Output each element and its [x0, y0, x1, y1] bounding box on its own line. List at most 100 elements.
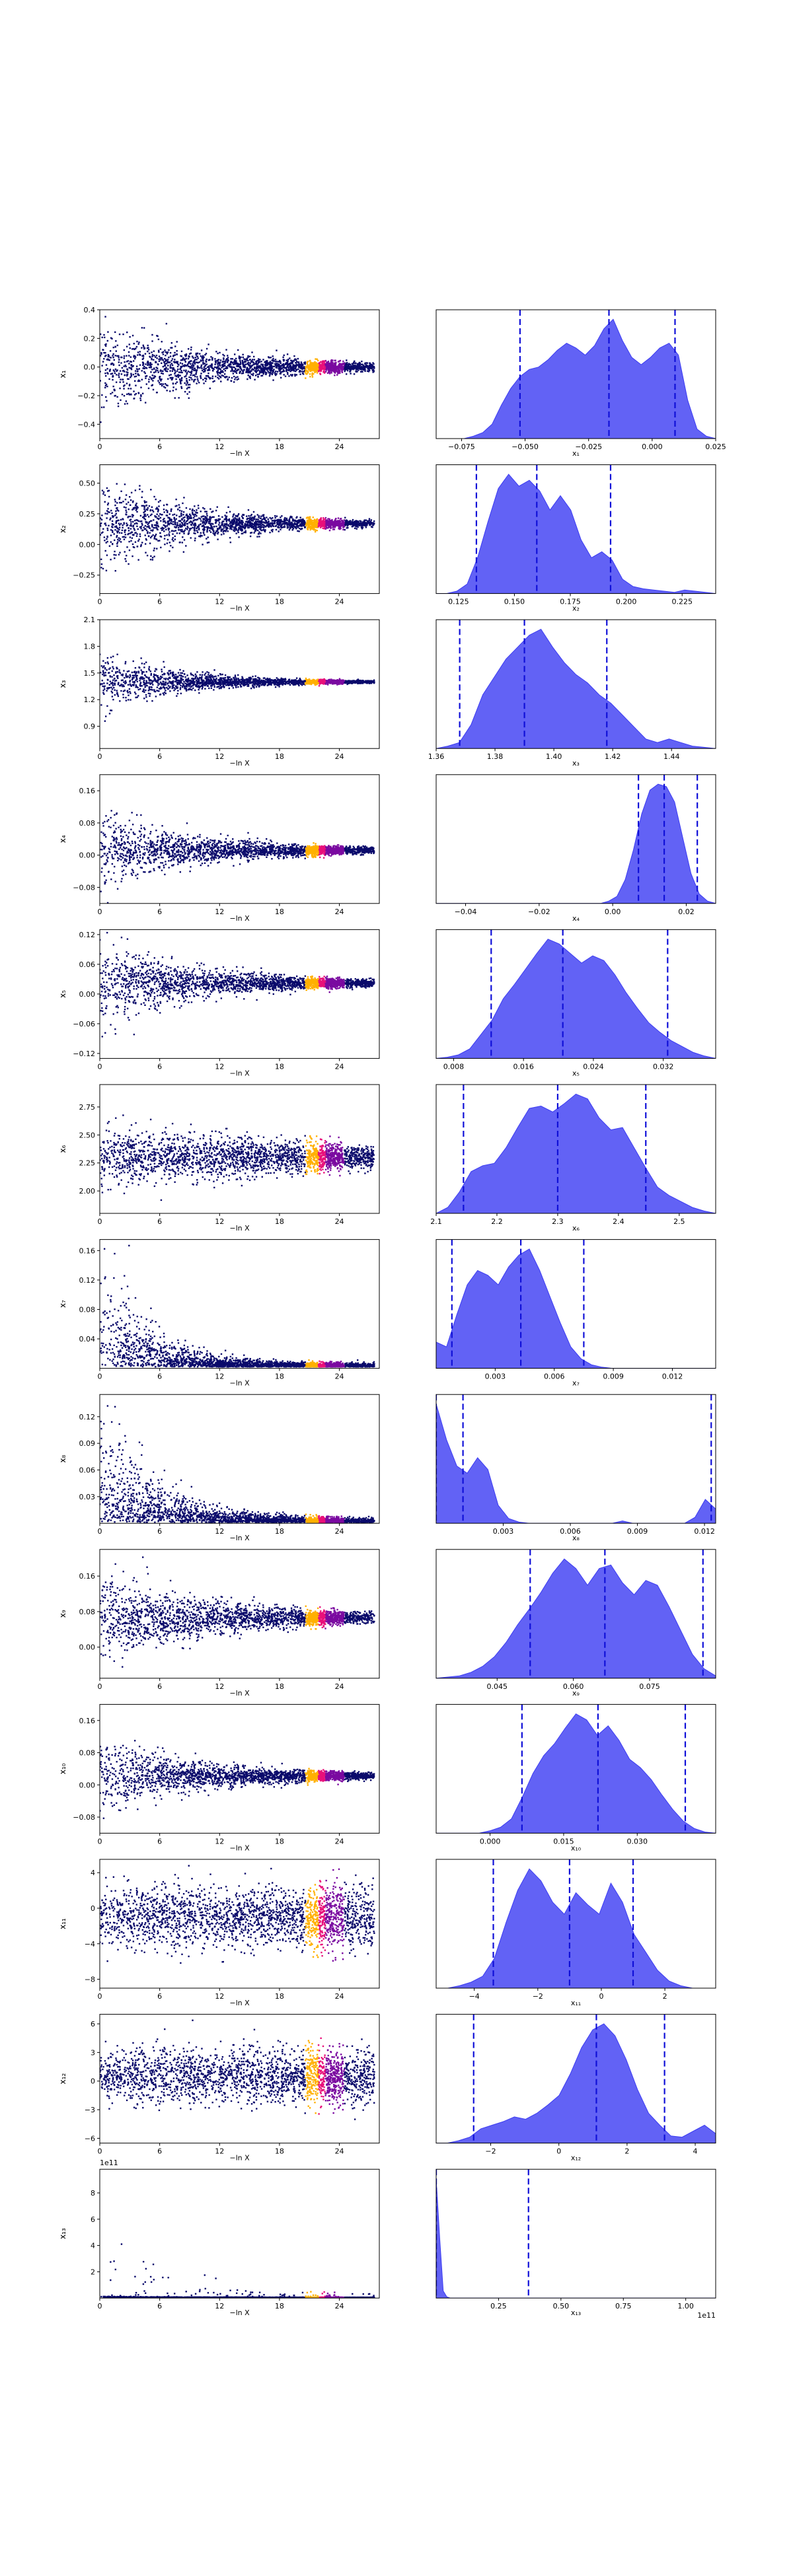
- sample-point: [319, 520, 321, 522]
- sample-point: [371, 368, 373, 370]
- sample-point: [369, 524, 371, 526]
- sample-point: [102, 361, 104, 363]
- y-tick-label: −0.2: [77, 392, 95, 400]
- sample-point: [107, 508, 109, 510]
- sample-point: [331, 367, 333, 369]
- sample-point: [168, 533, 170, 535]
- sample-point: [331, 364, 333, 366]
- sample-point: [215, 367, 218, 369]
- sample-point: [147, 361, 149, 363]
- sample-point: [209, 522, 211, 524]
- sample-point: [187, 526, 189, 529]
- sample-point: [211, 365, 213, 367]
- sample-point: [311, 527, 313, 529]
- sample-point: [119, 387, 121, 390]
- sample-point: [145, 501, 147, 503]
- sample-point: [145, 521, 147, 524]
- sample-point: [122, 369, 125, 372]
- sample-point: [197, 531, 199, 534]
- sample-point: [139, 351, 141, 353]
- sample-point: [274, 517, 276, 519]
- sample-point: [124, 361, 126, 363]
- sample-point: [227, 524, 230, 527]
- sample-point: [274, 519, 276, 521]
- sample-point: [373, 520, 375, 522]
- sample-point: [106, 372, 108, 374]
- sample-point: [160, 546, 162, 549]
- sample-point: [195, 511, 197, 513]
- sample-point: [204, 364, 207, 367]
- sample-point: [159, 532, 161, 534]
- sample-point: [309, 527, 311, 530]
- sample-point: [235, 518, 237, 520]
- sample-point: [147, 363, 149, 365]
- sample-point: [267, 518, 269, 520]
- sample-point: [297, 526, 299, 528]
- sample-point: [330, 360, 332, 362]
- sample-point: [233, 518, 235, 520]
- sample-point: [209, 378, 211, 380]
- sample-point: [208, 520, 210, 522]
- sample-point: [156, 548, 158, 550]
- sample-point: [132, 334, 134, 337]
- sample-point: [106, 535, 108, 538]
- sample-point: [155, 526, 158, 529]
- sample-point: [283, 519, 285, 520]
- sample-point: [272, 523, 274, 525]
- sample-point: [114, 501, 116, 503]
- sample-point: [368, 519, 371, 522]
- sample-point: [114, 539, 116, 542]
- sample-point: [116, 545, 118, 548]
- sample-point: [266, 517, 268, 519]
- sample-point: [223, 363, 225, 365]
- sample-point: [329, 367, 332, 370]
- sample-point: [125, 400, 128, 402]
- sample-point: [359, 524, 361, 526]
- sample-point: [190, 349, 192, 351]
- sample-point: [141, 370, 143, 372]
- sample-point: [235, 376, 237, 378]
- sample-point: [161, 384, 163, 387]
- sample-point: [343, 519, 346, 521]
- sample-point: [184, 376, 186, 378]
- sample-point: [324, 365, 327, 367]
- sample-point: [178, 371, 180, 373]
- sample-point: [184, 359, 186, 361]
- sample-point: [153, 524, 156, 526]
- sample-point: [206, 515, 208, 517]
- sample-point: [316, 520, 319, 522]
- sample-point: [253, 359, 256, 361]
- plot-area: [100, 483, 375, 572]
- sample-point: [145, 375, 147, 377]
- sample-point: [204, 380, 207, 382]
- sample-point: [169, 686, 171, 688]
- sample-point: [265, 521, 268, 523]
- sample-point: [114, 355, 116, 357]
- sample-point: [130, 361, 133, 363]
- sample-point: [133, 342, 135, 345]
- sample-point: [230, 366, 232, 368]
- sample-point: [242, 361, 244, 363]
- sample-point: [192, 375, 194, 376]
- sample-point: [251, 522, 254, 525]
- sample-point: [239, 528, 241, 530]
- sample-point: [268, 375, 271, 377]
- sample-point: [262, 370, 265, 373]
- sample-point: [258, 517, 260, 519]
- sample-point: [301, 371, 303, 373]
- sample-point: [204, 522, 206, 524]
- sample-point: [269, 362, 271, 364]
- sample-point: [302, 519, 304, 521]
- sample-point: [285, 522, 288, 524]
- sample-point: [328, 525, 330, 528]
- sample-point: [139, 364, 141, 366]
- sample-point: [175, 498, 177, 501]
- sample-point: [126, 331, 128, 334]
- sample-point: [217, 532, 219, 535]
- sample-point: [166, 390, 168, 392]
- sample-point: [145, 383, 147, 385]
- sample-point: [276, 349, 278, 351]
- sample-point: [308, 368, 310, 370]
- sample-point: [287, 526, 289, 528]
- sample-point: [235, 529, 237, 531]
